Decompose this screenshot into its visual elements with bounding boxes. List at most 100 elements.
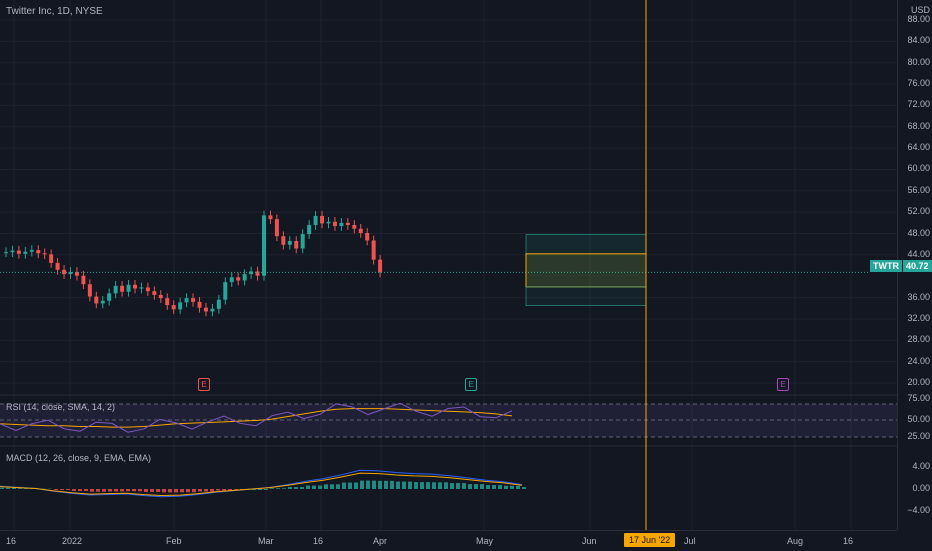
candle [230,277,234,282]
macd-histogram-bar [156,489,160,492]
macd-histogram-bar [264,489,268,490]
candle [94,297,98,304]
time-axis-label: May [476,536,493,546]
macd-histogram-bar [420,482,424,489]
candle [281,236,285,245]
time-axis-label: 16 [313,536,323,546]
candle [198,302,202,308]
position-stop-zone [526,287,646,306]
time-axis-label: 16 [6,536,16,546]
macd-histogram-bar [78,489,82,491]
macd-indicator-label[interactable]: MACD (12, 26, close, 9, EMA, EMA) [6,453,151,463]
macd-histogram-bar [396,482,400,489]
price-axis-label: 24.00 [907,356,930,366]
macd-histogram-bar [510,486,514,489]
macd-histogram-bar [342,483,346,489]
macd-histogram-bar [210,489,214,491]
candle [114,286,118,293]
macd-histogram-bar [138,489,142,491]
macd-histogram-bar [150,489,154,492]
candle [365,233,369,240]
macd-histogram-bar [486,485,490,489]
macd-histogram-bar [306,486,310,489]
price-chart[interactable] [0,0,897,530]
macd-histogram-bar [408,482,412,489]
macd-histogram-bar [192,489,196,492]
candle [152,291,156,295]
price-axis-label: 20.00 [907,377,930,387]
candle [243,274,247,280]
position-entry-zone [526,254,646,287]
ticker-symbol: TWTR [870,260,902,272]
macd-histogram-bar [276,488,280,489]
macd-histogram-bar [474,484,478,489]
macd-histogram-bar [114,489,118,491]
time-axis-label: Mar [258,536,274,546]
candle [301,234,305,248]
time-axis-label: Jun [582,536,597,546]
macd-histogram-bar [438,482,442,489]
time-axis-label: Apr [373,536,387,546]
candle [30,250,34,252]
rsi-indicator-label[interactable]: RSI (14, close, SMA, 14, 2) [6,402,115,412]
price-axis-label: 60.00 [907,163,930,173]
macd-histogram-bar [126,489,130,491]
candle [185,298,189,302]
macd-signal-line [0,473,522,495]
candle [217,300,221,309]
earnings-marker-icon[interactable]: E [198,378,210,391]
candle [359,229,363,233]
macd-histogram-bar [216,489,220,490]
macd-histogram-bar [90,489,94,492]
macd-histogram-bar [54,489,58,490]
candle [56,263,60,270]
earnings-marker-icon[interactable]: E [777,378,789,391]
candle [139,287,143,288]
price-axis-label: 84.00 [907,35,930,45]
price-axis-label: 64.00 [907,142,930,152]
candle [146,287,150,291]
macd-histogram-bar [468,484,472,489]
macd-histogram-bar [174,489,178,492]
macd-histogram-bar [504,486,508,489]
macd-histogram-bar [84,489,88,491]
candle [378,260,382,273]
macd-histogram-bar [426,482,430,489]
price-axis-label: 28.00 [907,334,930,344]
price-axis-label: 76.00 [907,78,930,88]
candle [223,282,227,300]
candle [127,285,131,292]
macd-histogram-bar [288,487,292,489]
price-axis-label: 52.00 [907,206,930,216]
macd-histogram-bar [282,488,286,489]
candle [101,301,105,304]
chart-title: Twitter Inc, 1D, NYSE [6,6,103,17]
candle [352,225,356,229]
candle [178,302,182,309]
time-axis-label: 2022 [62,536,82,546]
candle [307,225,311,234]
candle [81,276,85,285]
price-axis-label: 32.00 [907,313,930,323]
macd-histogram-bar [0,488,4,489]
time-axis-label: Aug [787,536,803,546]
crosshair-date-badge: 17 Jun '22 [624,533,675,547]
candle [339,223,343,226]
macd-histogram-bar [96,489,100,492]
macd-histogram-bar [366,481,370,489]
macd-histogram-bar [18,488,22,489]
price-axis-label: 36.00 [907,292,930,302]
macd-histogram-bar [480,484,484,489]
candle [236,277,240,280]
macd-histogram-bar [384,481,388,489]
macd-histogram-bar [516,486,520,489]
candle [133,285,137,289]
macd-histogram-bar [168,489,172,492]
macd-histogram-bar [402,482,406,489]
candle [17,251,21,254]
macd-histogram-bar [360,481,364,489]
macd-histogram-bar [372,481,376,489]
earnings-marker-icon[interactable]: E [465,378,477,391]
position-target-zone [526,235,646,254]
